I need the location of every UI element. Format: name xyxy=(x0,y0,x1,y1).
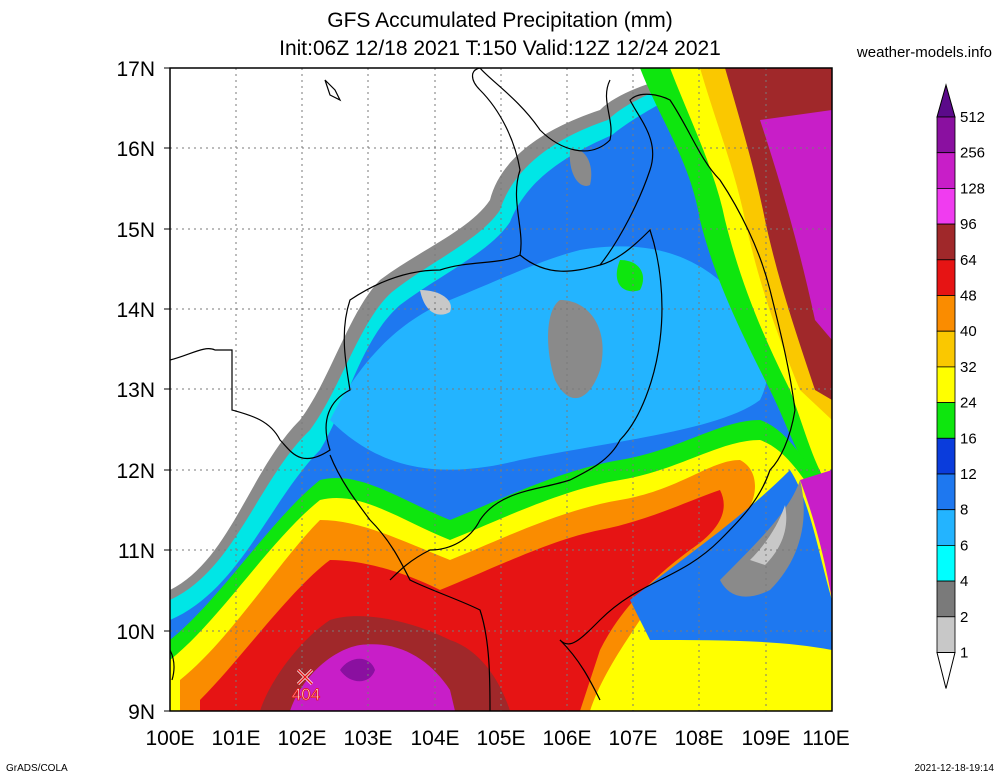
lat-label: 10N xyxy=(116,621,155,644)
lon-label: 100E xyxy=(145,727,194,750)
lat-label: 11N xyxy=(118,540,155,563)
site-label: weather-models.info xyxy=(856,44,992,61)
lon-label: 110E xyxy=(802,727,850,750)
colorbar-bottom-arrow xyxy=(936,652,956,689)
lon-labels: 100E 101E 102E 103E 104E 105E 106E 107E … xyxy=(145,727,849,750)
colorbar-label: 12 xyxy=(960,466,977,483)
lon-label: 103E xyxy=(343,727,392,750)
lon-label: 105E xyxy=(476,727,525,750)
colorbar-swatch xyxy=(936,473,956,511)
colorbar-swatch xyxy=(936,580,956,618)
lat-label: 15N xyxy=(116,219,155,242)
coastlines xyxy=(170,68,796,711)
colorbar-swatch xyxy=(936,116,956,154)
colorbar-label: 512 xyxy=(960,109,985,126)
footer-left: GrADS/COLA xyxy=(6,763,68,774)
lat-label: 14N xyxy=(116,299,155,322)
map-title: GFS Accumulated Precipitation (mm) xyxy=(327,9,673,32)
lon-label: 106E xyxy=(542,727,591,750)
colorbar-label: 4 xyxy=(960,573,968,590)
lat-labels: 17N 16N 15N 14N 13N 12N 11N 10N 9N xyxy=(116,58,155,724)
colorbar-swatch xyxy=(936,402,956,439)
lat-label: 16N xyxy=(116,138,155,161)
colorbar-label: 16 xyxy=(960,430,977,447)
colorbar-swatch xyxy=(936,616,956,653)
colorbar-label: 1 xyxy=(960,645,968,662)
colorbar-label: 8 xyxy=(960,502,968,519)
colorbar-swatch xyxy=(936,259,956,296)
colorbar-swatch xyxy=(936,509,956,546)
colorbar-swatch xyxy=(936,223,956,261)
map-subtitle: Init:06Z 12/18 2021 T:150 Valid:12Z 12/2… xyxy=(279,37,721,60)
max-marker: 404 xyxy=(291,668,321,704)
colorbar-label: 96 xyxy=(960,216,977,233)
colorbar-label: 48 xyxy=(960,288,977,305)
axis-ticks xyxy=(164,67,170,712)
lon-label: 107E xyxy=(608,727,657,750)
precip-field xyxy=(170,68,832,711)
colorbar-swatch xyxy=(936,366,956,403)
colorbar-swatch xyxy=(936,437,956,475)
lat-label: 13N xyxy=(116,379,155,402)
lon-label: 101E xyxy=(211,727,260,750)
colorbar-label: 256 xyxy=(960,145,985,162)
colorbar-label: 32 xyxy=(960,359,977,376)
colorbar-label: 128 xyxy=(960,180,985,197)
lat-label: 12N xyxy=(116,460,155,483)
gridlines xyxy=(170,68,832,711)
lon-label: 108E xyxy=(674,727,723,750)
colorbar-swatch xyxy=(936,187,956,225)
colorbar-label: 64 xyxy=(960,252,977,269)
colorbar-swatch xyxy=(936,152,956,189)
lat-label: 9N xyxy=(128,701,155,724)
colorbar-swatch xyxy=(936,295,956,332)
colorbar-swatch xyxy=(936,330,956,368)
colorbar-label: 24 xyxy=(960,395,977,412)
colorbar-swatch xyxy=(936,545,956,582)
marker-label: 404 xyxy=(292,685,320,704)
colorbar-label: 6 xyxy=(960,537,968,554)
colorbar-label: 40 xyxy=(960,323,977,340)
colorbar-label: 2 xyxy=(960,609,968,626)
colorbar-top-arrow xyxy=(936,83,956,118)
lon-label: 109E xyxy=(741,727,790,750)
lat-label: 17N xyxy=(116,58,155,81)
lon-label: 104E xyxy=(410,727,459,750)
footer-right: 2021-12-18-19:14 xyxy=(914,763,994,774)
lon-label: 102E xyxy=(277,727,326,750)
